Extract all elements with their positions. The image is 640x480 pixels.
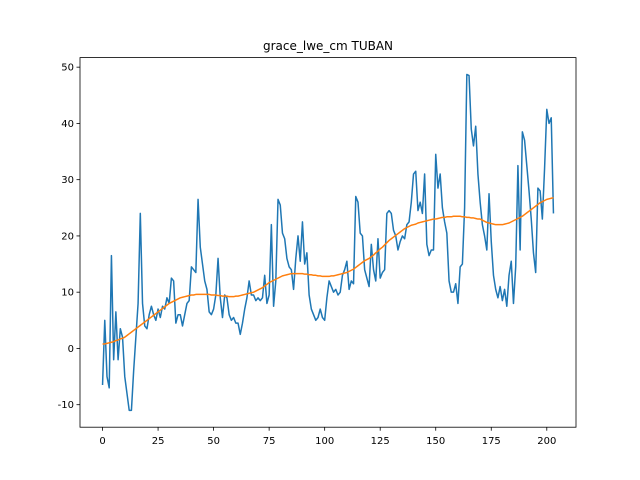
x-tick-label: 0 [99, 436, 105, 447]
y-tick-label: 0 [68, 344, 74, 355]
x-tick-label: 100 [315, 436, 334, 447]
x-tick-label: 50 [207, 436, 220, 447]
y-tick-label: -10 [58, 400, 74, 411]
x-tick-label: 150 [426, 436, 445, 447]
x-tick-label: 175 [482, 436, 501, 447]
x-tick-label: 200 [537, 436, 556, 447]
y-tick-label: 10 [61, 288, 74, 299]
x-tick-label: 125 [371, 436, 390, 447]
x-tick-label: 25 [152, 436, 165, 447]
chart-title: grace_lwe_cm TUBAN [263, 39, 393, 53]
y-tick-label: 30 [61, 175, 74, 186]
line-series [102, 196, 554, 345]
y-tick-label: 20 [61, 231, 74, 242]
line-series [101, 73, 555, 412]
y-tick-label: 50 [61, 63, 74, 74]
y-tick-label: 40 [61, 119, 74, 130]
x-tick-label: 75 [263, 436, 276, 447]
plot-frame [79, 57, 577, 428]
